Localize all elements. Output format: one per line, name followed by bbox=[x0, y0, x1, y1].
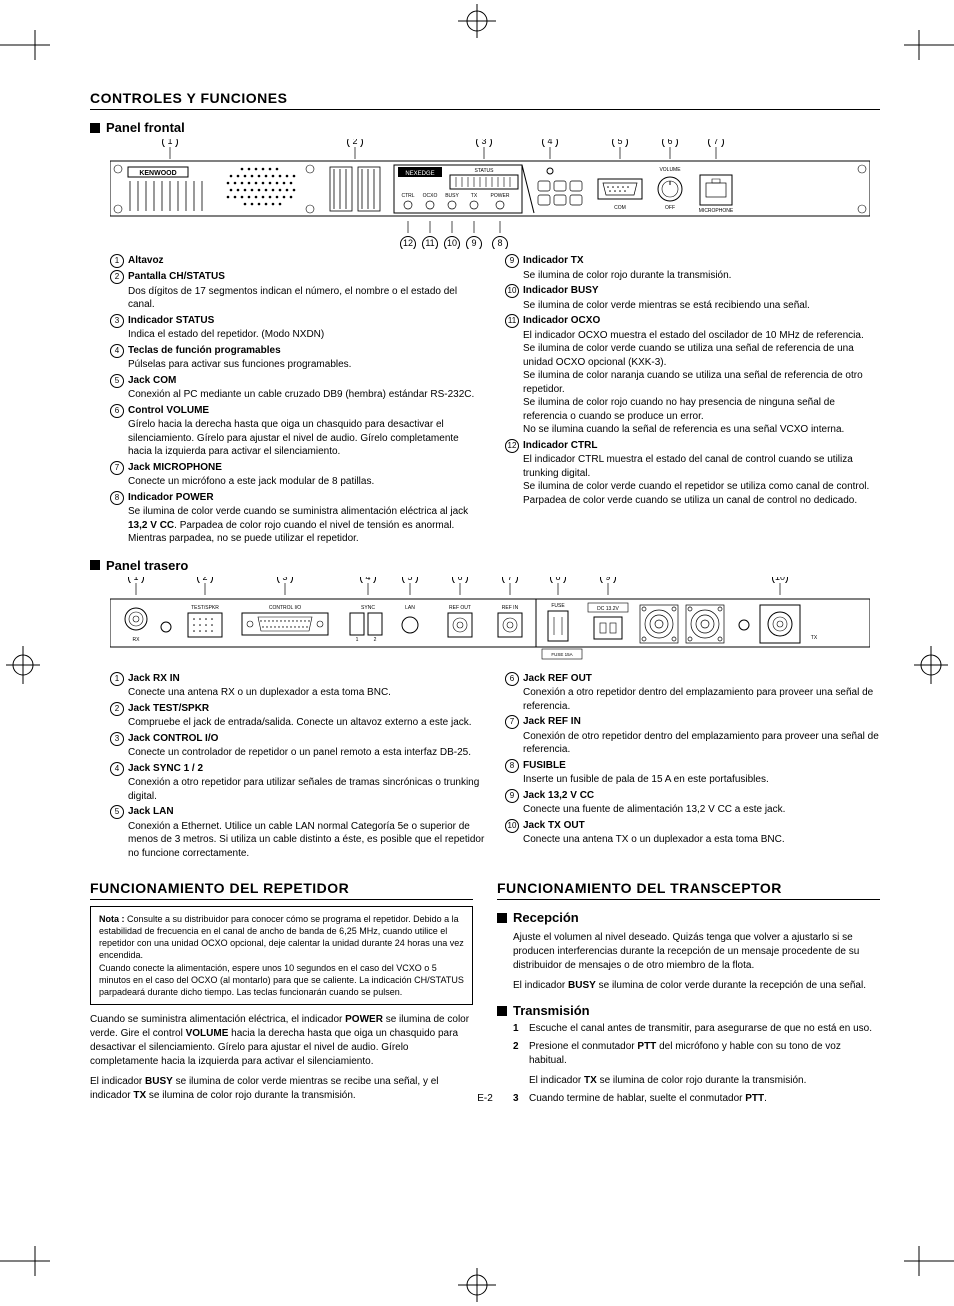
rear-panel-heading: Panel trasero bbox=[90, 558, 880, 573]
svg-text:REF IN: REF IN bbox=[502, 605, 519, 611]
main-heading: CONTROLES Y FUNCIONES bbox=[90, 90, 880, 110]
svg-text:FUSE: FUSE bbox=[551, 603, 565, 609]
repeater-p1: Cuando se suministra alimentación eléctr… bbox=[90, 1013, 473, 1069]
list-item: 4Teclas de función programablesPúlselas … bbox=[110, 344, 485, 372]
svg-text:2: 2 bbox=[374, 637, 377, 643]
list-item: 10Indicador BUSYSe ilumina de color verd… bbox=[505, 284, 880, 312]
svg-text:VOLUME: VOLUME bbox=[659, 167, 681, 173]
transceiver-heading: FUNCIONAMIENTO DEL TRANSCEPTOR bbox=[497, 880, 880, 900]
svg-text:1: 1 bbox=[356, 637, 359, 643]
list-item: 5Jack LANConexión a Ethernet. Utilice un… bbox=[110, 805, 485, 860]
svg-text:DC 13.2V: DC 13.2V bbox=[597, 606, 619, 612]
svg-text:RX: RX bbox=[133, 637, 141, 643]
svg-text:FUSE 15A: FUSE 15A bbox=[551, 652, 572, 657]
svg-text:REF OUT: REF OUT bbox=[449, 605, 471, 611]
front-panel-diagram-wrapper: 1234567 KENWOOD bbox=[110, 139, 880, 254]
list-item: 10Jack TX OUTConecte una antena TX o un … bbox=[505, 819, 880, 847]
rear-panel-diagram-wrapper: 12345678910 RX TEST/SPKR CONTROL I/O SYN… bbox=[110, 577, 880, 672]
list-item: 8FUSIBLEInserte un fusible de pala de 15… bbox=[505, 759, 880, 787]
step-item: 1Escuche el canal antes de transmitir, p… bbox=[513, 1022, 880, 1036]
list-item: 1Jack RX INConecte una antena RX o un du… bbox=[110, 672, 485, 700]
rx-p1: Ajuste el volumen al nivel deseado. Quiz… bbox=[513, 931, 880, 973]
list-item: 1Altavoz bbox=[110, 254, 485, 268]
list-item: 9Jack 13,2 V CCConecte una fuente de ali… bbox=[505, 789, 880, 817]
list-item: 6Control VOLUMEGírelo hacia la derecha h… bbox=[110, 404, 485, 459]
list-item: 12Indicador CTRLEl indicador CTRL muestr… bbox=[505, 439, 880, 508]
list-item: 9Indicador TXSe ilumina de color rojo du… bbox=[505, 254, 880, 282]
list-item: 5Jack COMConexión al PC mediante un cabl… bbox=[110, 374, 485, 402]
list-item: 4Jack SYNC 1 / 2Conexión a otro repetido… bbox=[110, 762, 485, 804]
svg-text:TX: TX bbox=[471, 193, 478, 199]
svg-text:SYNC: SYNC bbox=[361, 605, 375, 611]
svg-text:NEXEDGE: NEXEDGE bbox=[405, 171, 434, 177]
tx-heading: Transmisión bbox=[497, 1003, 880, 1018]
list-item: 7Jack MICROPHONEConecte un micrófono a e… bbox=[110, 461, 485, 489]
page-number: E-2 bbox=[90, 1093, 880, 1104]
rx-heading: Recepción bbox=[497, 910, 880, 925]
list-item: 8Indicador POWERSe ilumina de color verd… bbox=[110, 491, 485, 546]
front-panel-heading: Panel frontal bbox=[90, 120, 880, 135]
repeater-section: FUNCIONAMIENTO DEL REPETIDOR Nota : Cons… bbox=[90, 880, 473, 1110]
transceiver-section: FUNCIONAMIENTO DEL TRANSCEPTOR Recepción… bbox=[497, 880, 880, 1110]
front-panel-diagram: 1234567 KENWOOD bbox=[110, 139, 870, 249]
repeater-heading: FUNCIONAMIENTO DEL REPETIDOR bbox=[90, 880, 473, 900]
list-item: 3Jack CONTROL I/OConecte un controlador … bbox=[110, 732, 485, 760]
svg-text:TEST/SPKR: TEST/SPKR bbox=[191, 605, 219, 611]
svg-text:CTRL: CTRL bbox=[401, 193, 414, 199]
svg-text:CONTROL I/O: CONTROL I/O bbox=[269, 605, 301, 611]
list-item: 2Pantalla CH/STATUSDos dígitos de 17 seg… bbox=[110, 270, 485, 312]
page-content: CONTROLES Y FUNCIONES Panel frontal 1234… bbox=[90, 90, 880, 1110]
svg-text:STATUS: STATUS bbox=[475, 168, 495, 174]
rear-panel-items: 1Jack RX INConecte una antena RX o un du… bbox=[90, 672, 880, 863]
list-item: 2Jack TEST/SPKRCompruebe el jack de entr… bbox=[110, 702, 485, 730]
step-item: 2Presione el conmutador PTT del micrófon… bbox=[513, 1040, 880, 1088]
list-item: 3Indicador STATUSIndica el estado del re… bbox=[110, 314, 485, 342]
svg-text:POWER: POWER bbox=[491, 193, 510, 199]
svg-text:MICROPHONE: MICROPHONE bbox=[699, 208, 734, 214]
rear-panel-diagram: 12345678910 RX TEST/SPKR CONTROL I/O SYN… bbox=[110, 577, 870, 667]
repeater-note: Nota : Consulte a su distribuidor para c… bbox=[90, 906, 473, 1005]
svg-text:TX: TX bbox=[811, 635, 818, 641]
svg-text:KENWOOD: KENWOOD bbox=[139, 170, 176, 177]
rx-p2: El indicador BUSY se ilumina de color ve… bbox=[513, 979, 880, 993]
list-item: 7Jack REF INConexión de otro repetidor d… bbox=[505, 715, 880, 757]
front-panel-items: 1Altavoz 2Pantalla CH/STATUSDos dígitos d… bbox=[90, 254, 880, 548]
svg-text:OFF: OFF bbox=[665, 205, 675, 211]
svg-text:COM: COM bbox=[614, 205, 626, 211]
list-item: 6Jack REF OUTConexión a otro repetidor d… bbox=[505, 672, 880, 714]
list-item: 11Indicador OCXOEl indicador OCXO muestr… bbox=[505, 314, 880, 437]
svg-text:BUSY: BUSY bbox=[445, 193, 459, 199]
svg-text:OCXO: OCXO bbox=[423, 193, 438, 199]
svg-text:LAN: LAN bbox=[405, 605, 415, 611]
